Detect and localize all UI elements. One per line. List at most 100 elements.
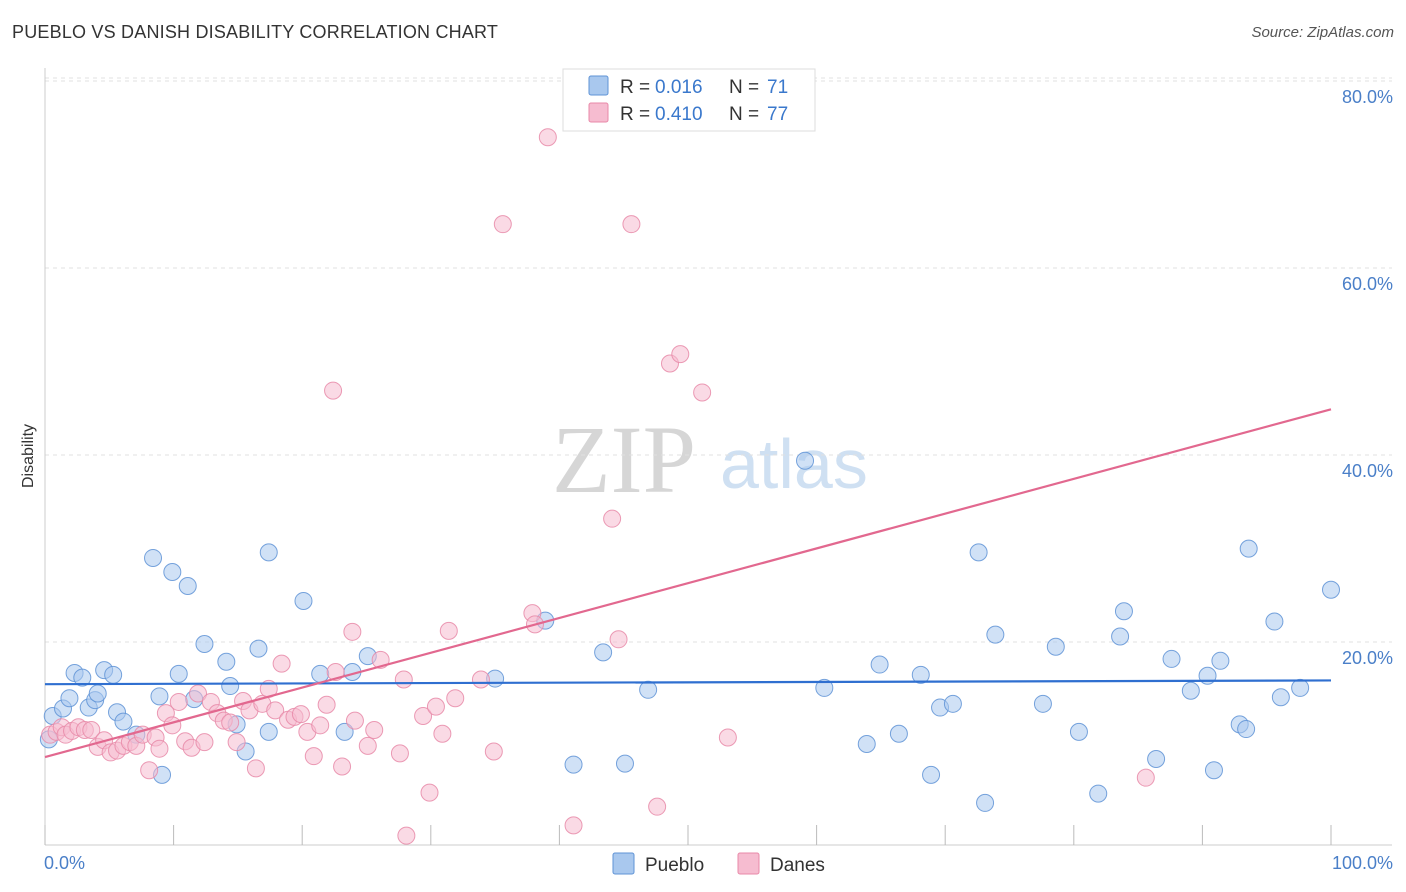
gridlines — [45, 77, 1392, 643]
point-danes-56 — [414, 706, 433, 725]
point-pueblo-68 — [1271, 688, 1290, 707]
legend-n-label-pueblo: N = — [729, 77, 759, 98]
point-pueblo-42 — [857, 735, 876, 754]
point-pueblo-8 — [88, 684, 107, 703]
y-tick-label-80: 80.0% — [1342, 87, 1393, 107]
point-danes-45 — [324, 381, 343, 400]
bottom-legend: Pueblo Danes — [612, 852, 825, 876]
point-danes-51 — [365, 720, 384, 739]
point-pueblo-14 — [144, 548, 163, 567]
point-pueblo-36 — [564, 755, 583, 774]
bottom-legend-label-pueblo: Pueblo — [645, 855, 704, 876]
point-danes-75 — [693, 383, 712, 402]
point-pueblo-23 — [221, 677, 240, 696]
point-danes-64 — [493, 215, 512, 234]
point-danes-47 — [333, 757, 352, 776]
legend-swatch-danes — [588, 102, 609, 123]
x-tick-label-min: 0.0% — [44, 853, 85, 873]
point-danes-54 — [394, 670, 413, 689]
point-pueblo-55 — [1089, 784, 1108, 803]
point-pueblo-12 — [114, 712, 133, 731]
point-pueblo-54 — [1069, 722, 1088, 741]
point-danes-37 — [272, 654, 291, 673]
point-pueblo-69 — [1291, 678, 1310, 697]
point-pueblo-56 — [1111, 627, 1130, 646]
bottom-legend-label-danes: Danes — [770, 855, 825, 876]
point-pueblo-66 — [1239, 539, 1258, 558]
point-danes-74 — [671, 345, 690, 364]
bottom-legend-swatch-pueblo — [612, 852, 635, 875]
y-tick-label-20: 20.0% — [1342, 648, 1393, 668]
point-pueblo-65 — [1237, 720, 1256, 739]
y-tick-label-40: 40.0% — [1342, 461, 1393, 481]
point-danes-43 — [311, 716, 330, 735]
legend-r-value-danes: 0.410 — [655, 104, 703, 125]
point-pueblo-58 — [1147, 749, 1166, 768]
point-pueblo-52 — [1033, 694, 1052, 713]
point-pueblo-44 — [889, 724, 908, 743]
point-danes-7 — [82, 720, 101, 739]
point-danes-25 — [195, 733, 214, 752]
point-pueblo-29 — [294, 591, 313, 610]
point-pueblo-51 — [986, 625, 1005, 644]
trend-line-pueblo — [44, 679, 1332, 686]
point-pueblo-18 — [169, 664, 188, 683]
point-danes-61 — [446, 689, 465, 708]
point-pueblo-53 — [1046, 637, 1065, 656]
point-pueblo-40 — [796, 451, 815, 470]
point-pueblo-5 — [73, 668, 92, 687]
legend: R = 0.016 N = 71 R = 0.410 N = 77 — [562, 68, 816, 132]
point-danes-63 — [484, 742, 503, 761]
watermark-atlas: atlas — [720, 425, 868, 503]
x-tick-label-max: 100.0% — [1332, 853, 1393, 873]
point-danes-33 — [246, 759, 265, 778]
y-tick-labels: 20.0% 40.0% 60.0% 80.0% — [1342, 87, 1393, 668]
point-danes-69 — [603, 509, 622, 528]
watermark: ZIP atlas — [552, 406, 868, 513]
x-ticks — [44, 825, 1332, 845]
chart-source: Source: ZipAtlas.com — [1251, 24, 1394, 41]
point-pueblo-38 — [615, 754, 634, 773]
watermark-zip: ZIP — [552, 406, 696, 513]
point-danes-59 — [433, 724, 452, 743]
point-pueblo-15 — [150, 687, 169, 706]
point-pueblo-45 — [911, 665, 930, 684]
point-danes-18 — [150, 739, 169, 758]
legend-n-label-danes: N = — [729, 104, 759, 125]
legend-n-value-pueblo: 71 — [767, 77, 788, 98]
point-danes-57 — [420, 783, 439, 802]
chart-title: PUEBLO VS DANISH DISABILITY CORRELATION … — [12, 22, 499, 42]
legend-swatch-pueblo — [588, 75, 609, 96]
point-pueblo-60 — [1181, 681, 1200, 700]
point-pueblo-26 — [249, 639, 268, 658]
point-pueblo-31 — [335, 722, 354, 741]
point-pueblo-27 — [259, 722, 278, 741]
point-danes-62 — [471, 670, 490, 689]
legend-r-label-pueblo: R = — [620, 77, 650, 98]
point-pueblo-62 — [1204, 761, 1223, 780]
axes — [44, 68, 1392, 846]
point-pueblo-70 — [1322, 580, 1340, 599]
point-pueblo-21 — [195, 634, 214, 653]
point-danes-70 — [609, 630, 628, 649]
point-pueblo-48 — [943, 694, 962, 713]
point-pueblo-39 — [639, 680, 658, 699]
point-pueblo-46 — [922, 765, 941, 784]
y-axis-label: Disability — [20, 424, 37, 488]
point-danes-24 — [189, 684, 208, 703]
trend-lines — [44, 408, 1332, 759]
bottom-legend-swatch-danes — [737, 852, 760, 875]
point-danes-67 — [538, 128, 557, 147]
point-danes-49 — [345, 711, 364, 730]
point-danes-16 — [140, 761, 159, 780]
legend-r-value-pueblo: 0.016 — [655, 77, 703, 98]
point-pueblo-43 — [870, 655, 889, 674]
legend-r-label-danes: R = — [620, 104, 650, 125]
point-danes-30 — [227, 733, 246, 752]
point-pueblo-28 — [259, 543, 278, 562]
point-pueblo-22 — [217, 652, 236, 671]
point-danes-72 — [648, 797, 667, 816]
point-pueblo-41 — [815, 678, 834, 697]
point-danes-50 — [358, 736, 377, 755]
